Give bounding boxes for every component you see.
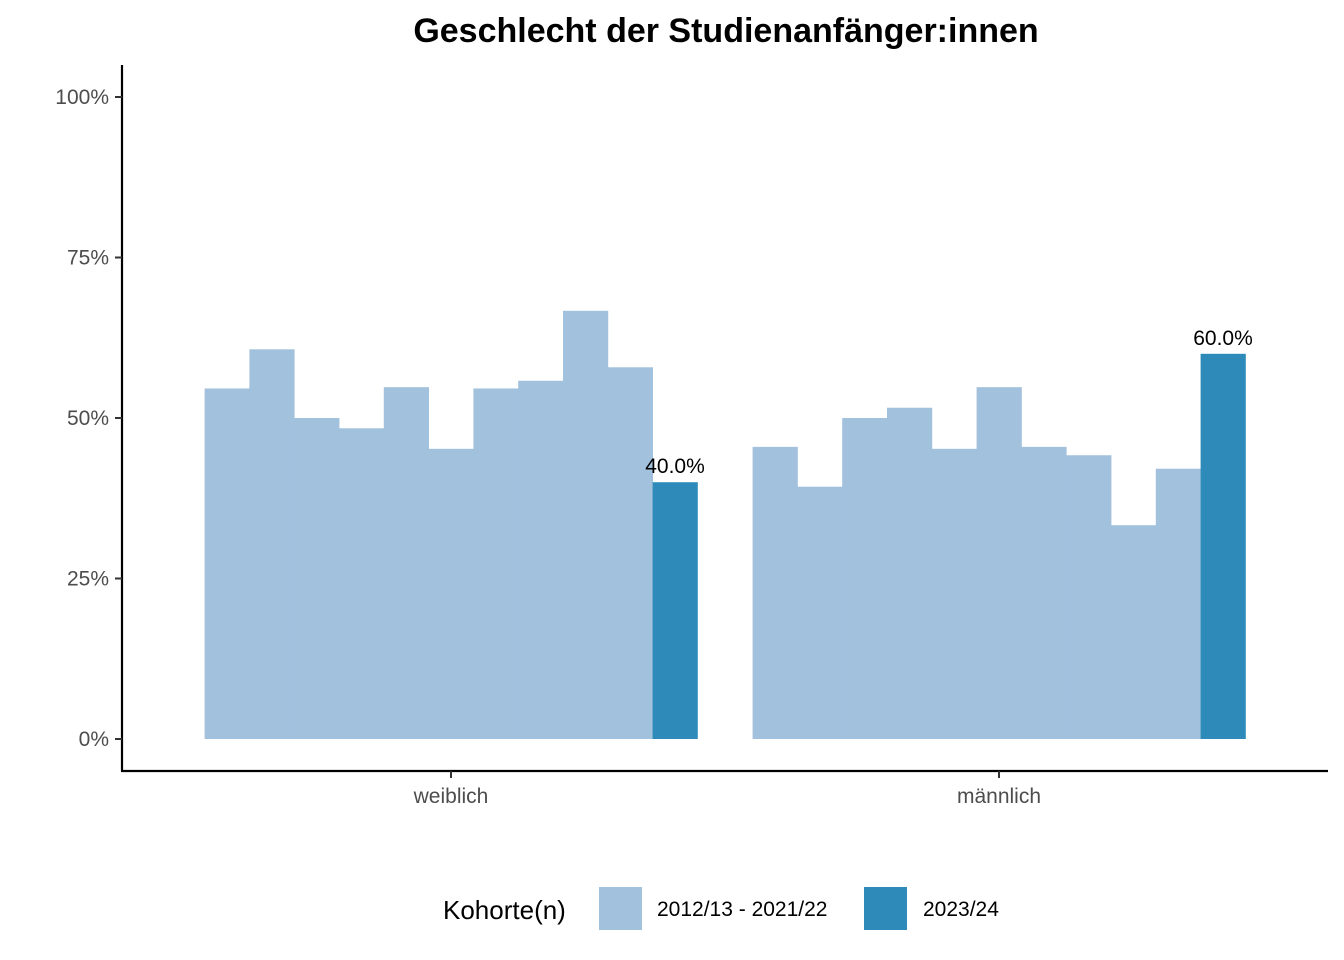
bar-historical-0-7 <box>518 380 564 739</box>
y-tick-label-2: 50% <box>67 407 109 430</box>
chart-title: Geschlecht der Studienanfänger:innen <box>413 12 1038 50</box>
bar-historical-0-2 <box>294 418 340 739</box>
bar-historical-0-9 <box>607 367 653 739</box>
bar-historical-1-8 <box>1111 525 1157 739</box>
bar-current-1 <box>1200 353 1246 739</box>
bar-historical-1-6 <box>1021 446 1067 739</box>
legend-label-1: 2023/24 <box>923 898 999 921</box>
y-tick-label-1: 25% <box>67 568 109 591</box>
bar-historical-1-1 <box>797 486 843 739</box>
legend-title: Kohorte(n) <box>443 895 566 925</box>
axes-layer: 0% 25% 50% 75% 100% weiblich männlich <box>55 65 1328 808</box>
bar-historical-1-9 <box>1155 468 1201 739</box>
bar-historical-1-2 <box>842 418 888 739</box>
bar-historical-0-3 <box>339 428 385 739</box>
bar-historical-1-7 <box>1066 455 1112 739</box>
y-tick-label-3: 75% <box>67 247 109 270</box>
legend: Kohorte(n) 2012/13 - 2021/22 2023/24 <box>443 887 999 930</box>
bar-historical-1-5 <box>976 387 1022 739</box>
bar-historical-1-3 <box>887 407 933 739</box>
legend-label-0: 2012/13 - 2021/22 <box>657 898 827 921</box>
bar-historical-0-4 <box>383 387 429 739</box>
bar-historical-1-4 <box>931 448 977 739</box>
bar-historical-0-1 <box>249 349 295 739</box>
data-label-0: 40.0% <box>645 455 705 478</box>
x-tick-label-0: weiblich <box>413 785 489 808</box>
y-tick-label-0: 0% <box>79 728 109 751</box>
legend-key-0 <box>599 887 642 930</box>
bars-layer <box>204 310 1246 739</box>
bar-current-0 <box>652 482 698 739</box>
data-label-1: 60.0% <box>1193 327 1253 350</box>
bar-historical-1-0 <box>752 446 798 739</box>
bar-historical-0-6 <box>473 388 519 739</box>
bar-historical-0-0 <box>204 388 250 739</box>
y-tick-label-4: 100% <box>55 86 109 109</box>
x-tick-label-1: männlich <box>957 785 1041 808</box>
bar-historical-0-5 <box>428 448 474 739</box>
bar-historical-0-8 <box>563 310 609 739</box>
legend-key-1 <box>864 887 907 930</box>
data-labels-layer: 40.0% 60.0% <box>645 327 1253 478</box>
